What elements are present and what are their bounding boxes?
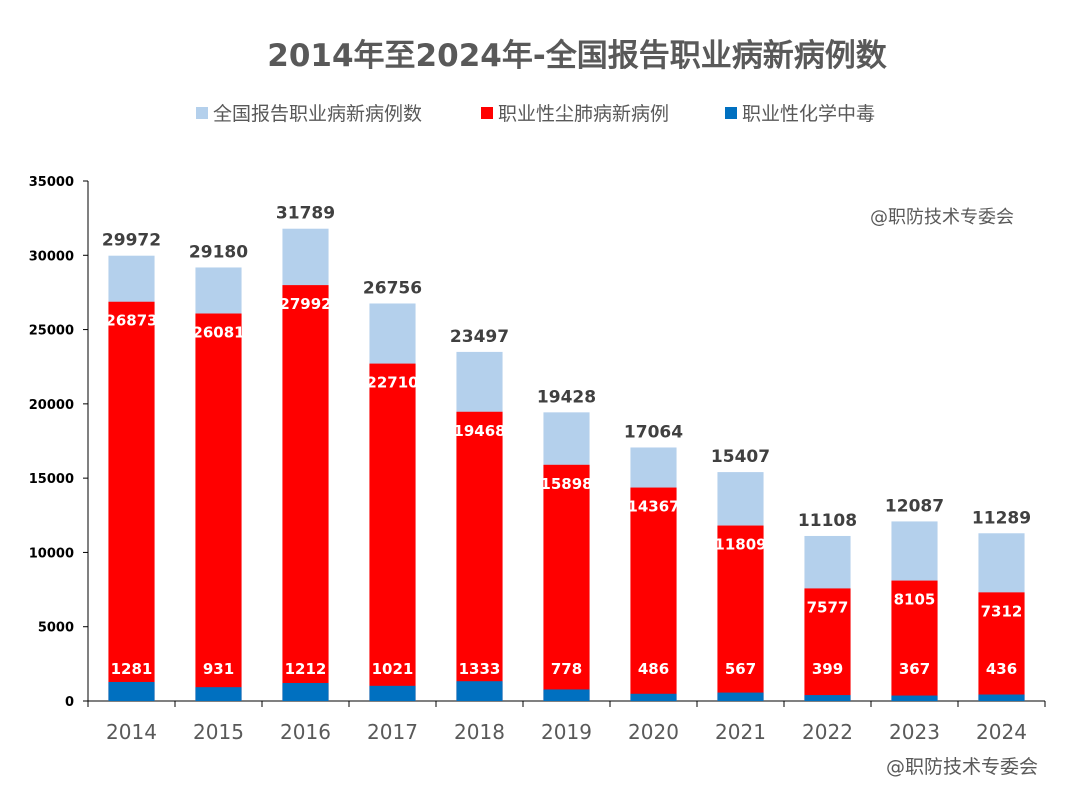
legend-item-chemical-poisoning: 职业性化学中毒 xyxy=(725,103,875,125)
data-label-total: 23497 xyxy=(450,327,509,347)
bar-chemical-2016 xyxy=(282,682,329,701)
data-label-pneumoconiosis: 7577 xyxy=(807,598,849,616)
bar-pneumoconiosis-2015 xyxy=(195,313,242,701)
bar-pneumoconiosis-2021 xyxy=(717,525,764,701)
bar-chemical-2019 xyxy=(543,689,590,701)
x-tick-label: 2016 xyxy=(280,720,331,744)
y-tick-label: 25000 xyxy=(29,324,74,339)
legend-swatch-total xyxy=(196,107,208,119)
y-tick-label: 15000 xyxy=(29,472,74,487)
y-tick-label: 30000 xyxy=(29,249,74,264)
data-label-pneumoconiosis: 26873 xyxy=(105,312,157,330)
legend-item-total: 全国报告职业病新病例数 xyxy=(196,103,422,125)
data-label-pneumoconiosis: 22710 xyxy=(366,374,418,392)
data-label-pneumoconiosis: 26081 xyxy=(192,324,244,342)
watermark-bottom: @职防技术专委会 xyxy=(886,756,1038,778)
data-label-pneumoconiosis: 15898 xyxy=(540,475,592,493)
data-label-total: 26756 xyxy=(363,278,422,298)
data-label-chemical: 399 xyxy=(812,660,843,678)
legend-item-pneumoconiosis: 职业性尘肺病新病例 xyxy=(481,103,669,125)
bar-chemical-2018 xyxy=(456,681,503,701)
x-tick-label: 2018 xyxy=(454,720,505,744)
watermark-top: @职防技术专委会 xyxy=(870,207,1014,228)
y-tick-label: 35000 xyxy=(29,175,74,190)
data-label-chemical: 567 xyxy=(725,660,756,678)
x-tick-label: 2022 xyxy=(802,720,853,744)
data-label-total: 12087 xyxy=(885,496,944,516)
data-label-pneumoconiosis: 19468 xyxy=(453,422,505,440)
x-tick-label: 2023 xyxy=(889,720,940,744)
data-label-pneumoconiosis: 7312 xyxy=(981,602,1023,620)
y-tick-label: 0 xyxy=(65,695,74,710)
bar-pneumoconiosis-2022 xyxy=(804,588,851,701)
data-label-total: 29972 xyxy=(102,231,161,251)
chart-title: 2014年至2024年-全国报告职业病新病例数 xyxy=(267,38,886,74)
bar-chemical-2023 xyxy=(891,695,938,701)
data-label-chemical: 1281 xyxy=(111,660,153,678)
data-label-chemical: 436 xyxy=(986,660,1017,678)
bar-chemical-2015 xyxy=(195,687,242,701)
bar-chemical-2024 xyxy=(978,694,1025,701)
bar-chemical-2014 xyxy=(108,681,155,701)
data-label-total: 19428 xyxy=(537,387,596,407)
legend-label-total: 全国报告职业病新病例数 xyxy=(213,103,422,125)
x-tick-label: 2015 xyxy=(193,720,244,744)
data-label-pneumoconiosis: 14367 xyxy=(627,498,679,516)
bar-pneumoconiosis-2019 xyxy=(543,464,590,701)
legend-label-pneumoconiosis: 职业性尘肺病新病例 xyxy=(498,103,669,125)
legend: 全国报告职业病新病例数 职业性尘肺病新病例 职业性化学中毒 xyxy=(196,103,875,125)
y-tick-label: 20000 xyxy=(29,398,74,413)
data-label-pneumoconiosis: 27992 xyxy=(279,295,331,313)
data-label-pneumoconiosis: 8105 xyxy=(894,591,936,609)
bar-chemical-2020 xyxy=(630,693,677,701)
bar-chemical-2022 xyxy=(804,695,851,701)
bar-pneumoconiosis-2017 xyxy=(369,363,416,701)
data-label-chemical: 1212 xyxy=(285,660,327,678)
x-tick-label: 2019 xyxy=(541,720,592,744)
data-label-pneumoconiosis: 11809 xyxy=(714,536,766,554)
bar-pneumoconiosis-2016 xyxy=(282,285,329,701)
data-label-chemical: 1021 xyxy=(372,660,414,678)
bar-pneumoconiosis-2020 xyxy=(630,487,677,701)
data-label-chemical: 931 xyxy=(203,660,234,678)
bar-pneumoconiosis-2014 xyxy=(108,301,155,701)
data-label-total: 17064 xyxy=(624,422,683,442)
y-tick-label: 5000 xyxy=(38,621,74,636)
y-tick-label: 10000 xyxy=(29,546,74,561)
legend-swatch-pneumoconiosis xyxy=(481,107,493,119)
data-label-chemical: 486 xyxy=(638,660,669,678)
data-label-chemical: 1333 xyxy=(459,660,501,678)
plot-area: 0 5000 10000 15000 20000 25000 30000 35000 29972… xyxy=(29,175,1046,744)
data-label-chemical: 778 xyxy=(551,660,582,678)
legend-label-chemical-poisoning: 职业性化学中毒 xyxy=(742,103,875,125)
data-label-total: 11108 xyxy=(798,511,857,531)
data-label-total: 11289 xyxy=(972,508,1031,528)
x-tick-label: 2014 xyxy=(106,720,157,744)
legend-swatch-chemical-poisoning xyxy=(725,107,737,119)
bar-pneumoconiosis-2018 xyxy=(456,411,503,701)
x-tick-label: 2021 xyxy=(715,720,766,744)
data-label-chemical: 367 xyxy=(899,660,930,678)
data-label-total: 15407 xyxy=(711,447,770,467)
data-label-total: 31789 xyxy=(276,204,335,224)
bar-pneumoconiosis-2023 xyxy=(891,580,938,701)
bar-chemical-2017 xyxy=(369,685,416,701)
x-tick-label: 2020 xyxy=(628,720,679,744)
x-tick-label: 2017 xyxy=(367,720,418,744)
bar-chemical-2021 xyxy=(717,692,764,701)
bar-pneumoconiosis-2024 xyxy=(978,592,1025,701)
x-tick-label: 2024 xyxy=(976,720,1027,744)
data-label-total: 29180 xyxy=(189,242,248,262)
